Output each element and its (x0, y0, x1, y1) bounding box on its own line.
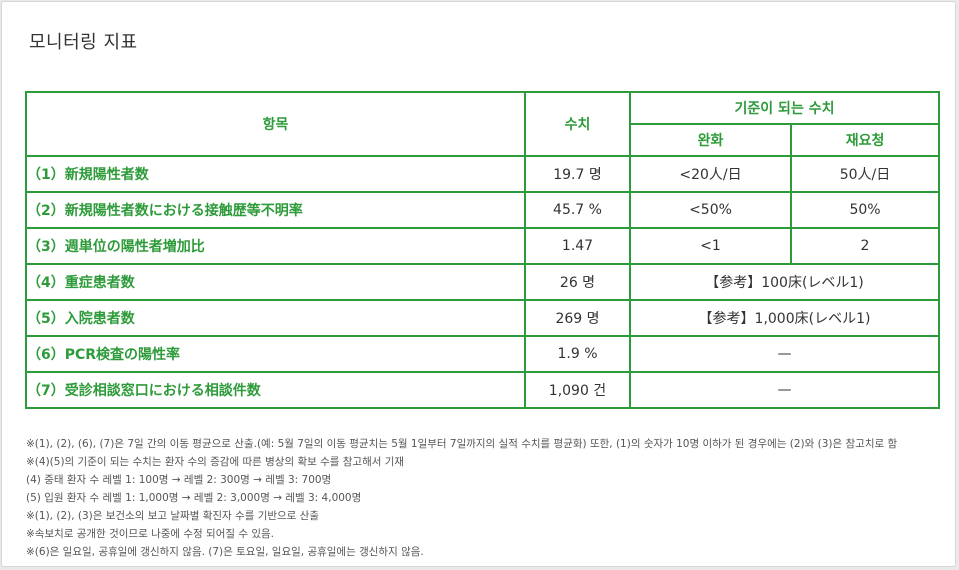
table-row: （1）新規陽性者数 19.7 명 <20人/日 50人/日 (25, 155, 941, 193)
header-request: 재요청 (789, 123, 941, 157)
row-relax-criteria: <1 (629, 227, 792, 265)
footnote: ※(1), (2), (3)은 보건소의 보고 날짜별 확진자 수를 기반으로 … (26, 510, 319, 522)
page-title: 모니터링 지표 (29, 32, 138, 53)
monitoring-table: 항목 수치 기준이 되는 수치 완화 재요청 （1）新規陽性者数 19.7 명 … (25, 91, 941, 409)
table-row: （5）入院患者数 269 명 【参考】1,000床(レベル1) (25, 299, 941, 337)
footnotes: ※(1), (2), (6), (7)은 7일 간의 이동 평균으로 산출.(예… (26, 435, 951, 561)
row-reference-criteria: 【参考】100床(レベル1) (628, 263, 941, 301)
row-label: （6）PCR検査の陽性率 (25, 335, 526, 373)
row-reference-criteria: — (628, 335, 941, 373)
row-request-criteria: 2 (789, 227, 941, 265)
table-row: （2）新規陽性者数における接触歴等不明率 45.7 % <50% 50% (25, 191, 941, 229)
row-value: 1.47 (524, 227, 631, 265)
row-label: （7）受診相談窓口における相談件数 (25, 371, 526, 409)
row-label: （5）入院患者数 (25, 299, 526, 337)
table-row: （4）重症患者数 26 명 【参考】100床(レベル1) (25, 263, 941, 301)
row-value: 1,090 건 (524, 371, 631, 409)
footnote: (4) 중태 환자 수 레벨 1: 100명 → 레벨 2: 300명 → 레벨… (26, 474, 332, 486)
row-value: 269 명 (524, 299, 631, 337)
header-criteria: 기준이 되는 수치 (628, 91, 941, 125)
footnote: ※(1), (2), (6), (7)은 7일 간의 이동 평균으로 산출.(예… (26, 438, 898, 450)
row-relax-criteria: <50% (629, 191, 792, 229)
header-item: 항목 (25, 91, 526, 157)
table-row: （3）週単位の陽性者増加比 1.47 <1 2 (25, 227, 941, 265)
row-relax-criteria: <20人/日 (629, 155, 792, 193)
row-value: 45.7 % (524, 191, 631, 229)
table-row: （7）受診相談窓口における相談件数 1,090 건 — (25, 371, 941, 409)
row-value: 1.9 % (524, 335, 631, 373)
row-reference-criteria: 【参考】1,000床(レベル1) (628, 299, 941, 337)
row-label: （2）新規陽性者数における接触歴等不明率 (25, 191, 526, 229)
row-request-criteria: 50% (789, 191, 941, 229)
footnote: (5) 입원 환자 수 레벨 1: 1,000명 → 레벨 2: 3,000명 … (26, 492, 362, 504)
footnote: ※(4)(5)의 기준이 되는 수치는 환자 수의 증감에 따른 병상의 확보 … (26, 456, 405, 468)
row-label: （1）新規陽性者数 (25, 155, 526, 193)
row-value: 26 명 (524, 263, 631, 301)
row-request-criteria: 50人/日 (789, 155, 941, 193)
row-reference-criteria: — (628, 371, 941, 409)
header-value: 수치 (524, 91, 631, 157)
row-label: （4）重症患者数 (25, 263, 526, 301)
row-value: 19.7 명 (524, 155, 631, 193)
footnote: ※속보치로 공개한 것이므로 나중에 수정 되어질 수 있음. (26, 528, 275, 540)
footnote: ※(6)은 일요일, 공휴일에 갱신하지 않음. (7)은 토요일, 일요일, … (26, 546, 424, 558)
row-label: （3）週単位の陽性者増加比 (25, 227, 526, 265)
table-row: （6）PCR検査の陽性率 1.9 % — (25, 335, 941, 373)
header-relax: 완화 (629, 123, 792, 157)
